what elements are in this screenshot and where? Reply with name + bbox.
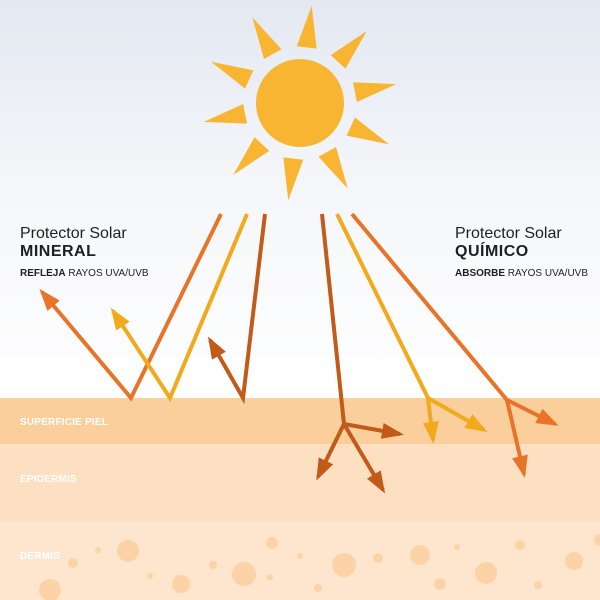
chemical-ray-2a-line (335, 213, 435, 441)
sun-ray (346, 117, 389, 145)
sun-ray (330, 31, 367, 69)
chemical-ray-1c-head (366, 470, 386, 494)
sun-ray (296, 5, 317, 49)
chemical-ray-1c (342, 422, 386, 494)
dermis-bubble (475, 562, 497, 584)
label-epidermis: EPIDERMIS (20, 474, 77, 485)
chemical-ray-2b (427, 396, 488, 432)
sun-ray (318, 147, 348, 189)
chemical-name: QUÍMICO (455, 243, 529, 260)
dermis-bubble (147, 573, 153, 579)
dermis-bubble (594, 534, 600, 546)
mineral-ray-1-line (40, 213, 223, 402)
mineral-title: Protector Solar (20, 225, 127, 242)
sun-ray (353, 82, 397, 103)
sun-ray (252, 17, 282, 59)
dermis-bubble (297, 553, 303, 559)
chemical-ray-1a-line (320, 213, 401, 436)
mineral-ray-3-line (208, 213, 267, 405)
epidermis-layer (0, 444, 600, 522)
mineral-ray-1 (39, 213, 223, 402)
mineral-ray-3 (208, 213, 267, 405)
dermis-bubble (454, 544, 460, 550)
dermis-bubble (434, 578, 446, 590)
dermis-bubble (266, 537, 278, 549)
mineral-action: REFLEJA (20, 268, 66, 279)
sun-disc (256, 59, 344, 147)
dermis-bubble (117, 540, 139, 562)
dermis-bubble (232, 562, 256, 586)
chemical-ray-2a (335, 213, 439, 444)
mineral-name: MINERAL (20, 243, 97, 260)
sun-icon (203, 5, 397, 201)
dermis-bubble (172, 575, 190, 593)
chemical-ray-1a-head (380, 422, 404, 439)
chemical-rays: RAYOS UVA/UVB (507, 268, 589, 279)
sun-ray (233, 137, 270, 175)
dermis-bubble (410, 545, 430, 565)
label-superficie-piel: SUPERFICIE PIEL (20, 417, 109, 428)
chemical-ray-2b-head (464, 414, 488, 432)
dermis-bubble (515, 540, 525, 550)
dermis-bubble (68, 558, 78, 568)
mineral-ray-2-line (111, 213, 249, 403)
dermis-bubble (565, 552, 583, 570)
sun-ray (211, 61, 254, 89)
label-dermis: DERMIS (20, 551, 61, 562)
chemical-ray-3a-head (535, 408, 559, 426)
mineral-rays: RAYOS UVA/UVB (68, 268, 149, 279)
mineral-subtitle: REFLEJA RAYOS UVA/UVB (20, 268, 149, 279)
mineral-ray-2-head (110, 307, 130, 331)
dermis-bubbles (39, 534, 600, 600)
chemical-action: ABSORBE (455, 268, 506, 279)
chemical-ray-1b (316, 423, 346, 481)
dermis-bubble (314, 584, 322, 592)
dermis-bubble (373, 553, 383, 563)
mineral-ray-3-head (208, 336, 226, 360)
dermis-layer (0, 522, 600, 600)
dermis-bubble (209, 561, 217, 569)
chemical-ray-3b (505, 399, 528, 478)
skin-surface-layer (0, 398, 600, 444)
chemical-ray-1b-head (316, 457, 334, 481)
dermis-bubble (267, 574, 273, 580)
chemical-ray-2a-head (422, 421, 439, 444)
mineral-ray-2 (110, 213, 249, 403)
mineral-ray-1-head (39, 288, 60, 311)
uv-rays (39, 212, 559, 494)
chemical-subtitle: ABSORBE RAYOS UVA/UVB (455, 268, 588, 279)
chemical-ray-3b-head (512, 454, 528, 478)
dermis-bubble (534, 581, 542, 589)
dermis-bubble (332, 553, 356, 577)
dermis-bubble (95, 547, 101, 553)
sun-ray (203, 103, 247, 124)
chemical-title: Protector Solar (455, 225, 562, 242)
sun-ray (283, 157, 304, 201)
dermis-bubble (39, 579, 61, 600)
